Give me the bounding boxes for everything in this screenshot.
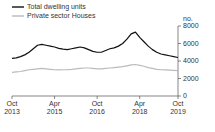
line-series <box>12 32 178 58</box>
x-tick <box>97 96 98 99</box>
x-tick-label-line: Apr <box>134 100 146 108</box>
y-tick-label: 2000 <box>183 75 199 82</box>
y-tick <box>178 61 181 62</box>
x-tick-label-line: 2019 <box>170 108 186 115</box>
line-series <box>12 65 178 73</box>
y-axis <box>178 26 179 96</box>
legend-label: Total dwelling units <box>27 3 86 11</box>
y-tick <box>178 96 181 97</box>
x-tick-label-line: 2018 <box>132 108 148 115</box>
x-tick-label-line: Oct <box>92 100 103 107</box>
x-tick <box>139 96 140 99</box>
y-tick-label: 4000 <box>183 57 199 64</box>
x-tick-label-line: 2016 <box>89 108 105 115</box>
x-axis <box>12 96 178 97</box>
legend-label: Private sector Houses <box>27 12 96 19</box>
y-tick-label: 0 <box>183 92 187 99</box>
x-tick-label: Oct2019 <box>170 100 186 115</box>
x-tick-label-line: 2015 <box>47 108 63 115</box>
x-tick-label: Apr2018 <box>132 100 148 115</box>
legend-swatch <box>12 6 24 7</box>
y-tick <box>178 43 181 44</box>
x-tick-label: Oct2013 <box>4 100 20 115</box>
y-axis-label: no. <box>183 15 193 22</box>
legend-swatch <box>12 15 24 16</box>
x-tick-label-line: 2013 <box>4 108 20 115</box>
y-tick-label: 6000 <box>183 40 199 47</box>
y-tick <box>178 26 181 27</box>
x-tick-label-line: Oct <box>173 100 184 107</box>
y-tick-label: 8000 <box>183 22 199 29</box>
x-tick-label-line: Apr <box>49 100 61 108</box>
plot-lines <box>12 32 178 72</box>
x-tick-label-line: Oct <box>7 100 18 107</box>
x-tick <box>54 96 55 99</box>
x-tick-label: Oct2016 <box>89 100 105 115</box>
x-tick <box>12 96 13 99</box>
x-tick <box>178 96 179 99</box>
x-tick-label: Apr2015 <box>47 100 63 115</box>
y-tick <box>178 78 181 79</box>
